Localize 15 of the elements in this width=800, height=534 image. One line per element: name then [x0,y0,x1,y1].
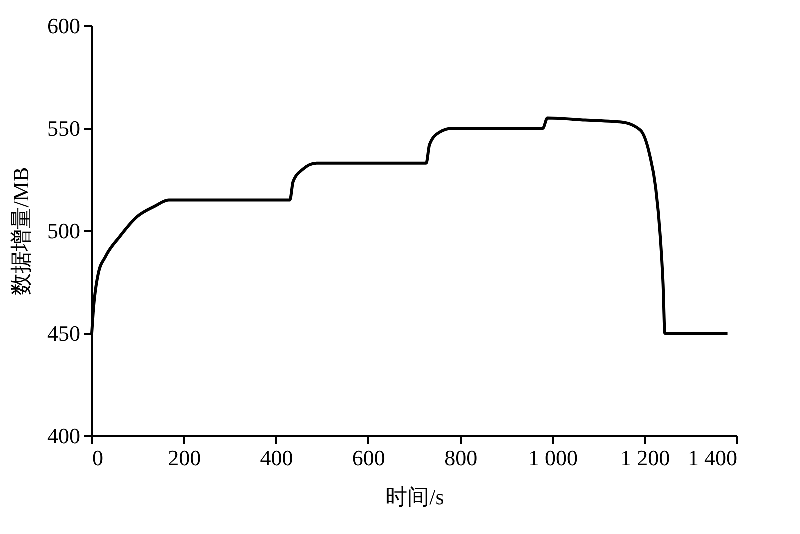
x-tick-label: 1 200 [620,446,670,470]
y-tick-label: 500 [48,218,80,244]
x-tick-label: 200 [168,446,202,470]
y-tick-label: 600 [48,14,80,38]
x-tick-label: 0 [92,446,104,470]
x-tick-label: 800 [444,446,478,470]
x-axis-title: 时间/s [386,484,444,510]
x-tick-label: 1 000 [528,446,578,470]
y-tick-label: 450 [48,321,80,346]
x-tick-label: 1 400 [688,446,738,470]
y-tick-label: 550 [48,116,80,141]
y-axis-title: 数据增量/MB [8,167,34,296]
y-tick-label: 400 [48,424,80,448]
x-tick-label: 400 [260,446,294,470]
x-tick-label: 600 [352,446,386,470]
